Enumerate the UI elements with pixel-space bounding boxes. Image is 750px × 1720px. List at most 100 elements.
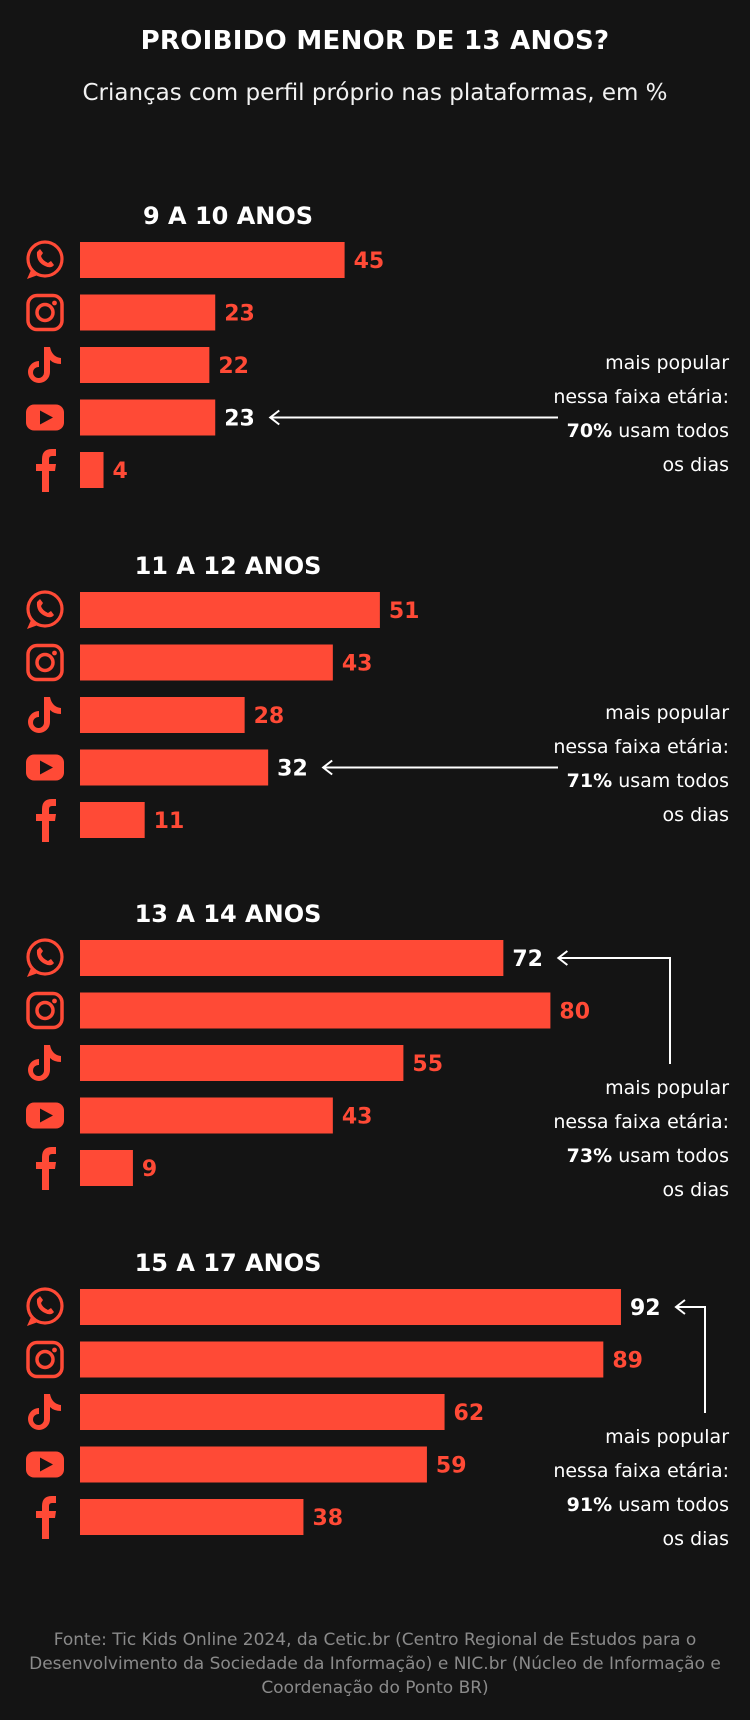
chart-subtitle: Crianças com perfil próprio nas platafor… bbox=[82, 80, 668, 106]
note-line: mais popular bbox=[605, 702, 729, 724]
value-label: 72 bbox=[512, 947, 543, 972]
value-label: 55 bbox=[412, 1052, 443, 1077]
instagram-icon bbox=[26, 293, 64, 332]
value-label: 89 bbox=[612, 1349, 643, 1374]
arrowhead bbox=[321, 759, 333, 776]
bar bbox=[80, 749, 269, 786]
whatsapp-icon bbox=[26, 938, 64, 977]
group-title: 9 A 10 ANOS bbox=[143, 202, 313, 230]
value-label: 28 bbox=[254, 704, 285, 729]
value-label: 9 bbox=[142, 1157, 157, 1182]
whatsapp-icon bbox=[26, 1287, 64, 1326]
bar bbox=[80, 1289, 621, 1325]
note-rest: usam todos bbox=[612, 1145, 729, 1167]
note-line: os dias bbox=[663, 1179, 729, 1201]
note-percent: 73% bbox=[567, 1145, 612, 1167]
bar bbox=[80, 452, 104, 488]
note-rest: usam todos bbox=[612, 420, 729, 442]
source-note: Fonte: Tic Kids Online 2024, da Cetic.br… bbox=[29, 1630, 721, 1698]
value-label: 23 bbox=[224, 302, 255, 327]
value-label: 38 bbox=[312, 1506, 343, 1531]
note-line: 91% usam todos bbox=[567, 1494, 729, 1516]
bar bbox=[80, 1097, 333, 1134]
note-line: mais popular bbox=[605, 1077, 729, 1099]
note-line: nessa faixa etária: bbox=[553, 386, 729, 408]
whatsapp-icon bbox=[26, 590, 64, 629]
bar bbox=[80, 1446, 427, 1483]
chart-title: PROIBIDO MENOR DE 13 ANOS? bbox=[140, 26, 610, 56]
note-line: nessa faixa etária: bbox=[553, 1460, 729, 1482]
note-rest: usam todos bbox=[612, 770, 729, 792]
bar bbox=[80, 1045, 404, 1081]
arrow-line bbox=[558, 957, 671, 1064]
value-label: 45 bbox=[354, 249, 385, 274]
value-label: 92 bbox=[630, 1296, 661, 1321]
bar bbox=[80, 592, 380, 628]
tiktok-icon bbox=[28, 1394, 61, 1430]
facebook-icon bbox=[36, 449, 56, 492]
tiktok-icon bbox=[28, 347, 61, 383]
value-label: 62 bbox=[454, 1401, 485, 1426]
youtube-icon bbox=[26, 754, 64, 781]
value-label: 22 bbox=[218, 354, 249, 379]
note-line: os dias bbox=[663, 804, 729, 826]
facebook-icon bbox=[36, 1147, 56, 1190]
value-label: 4 bbox=[113, 459, 128, 484]
note-line: os dias bbox=[663, 454, 729, 476]
group-title: 13 A 14 ANOS bbox=[135, 900, 322, 928]
note-rest: usam todos bbox=[612, 1494, 729, 1516]
bar bbox=[80, 347, 210, 383]
note-line: 70% usam todos bbox=[567, 420, 729, 442]
bar bbox=[80, 1499, 304, 1535]
facebook-icon bbox=[36, 799, 56, 842]
facebook-icon bbox=[36, 1496, 56, 1539]
instagram-icon bbox=[26, 643, 64, 682]
note-percent: 71% bbox=[567, 770, 612, 792]
bar bbox=[80, 940, 504, 976]
value-label: 59 bbox=[436, 1454, 467, 1479]
age-group-2: 11 A 12 ANOS 51 43 28 32 11 mais popular nessa … bbox=[26, 552, 729, 842]
youtube-icon bbox=[26, 404, 64, 431]
bar bbox=[80, 644, 333, 681]
value-label: 11 bbox=[154, 809, 185, 834]
note-percent: 70% bbox=[567, 420, 612, 442]
note-line: nessa faixa etária: bbox=[553, 1111, 729, 1133]
bar bbox=[80, 1394, 445, 1430]
arrowhead bbox=[674, 1299, 686, 1315]
instagram-icon bbox=[26, 991, 64, 1030]
arrowhead bbox=[268, 409, 280, 426]
instagram-icon bbox=[26, 1340, 64, 1379]
bar bbox=[80, 1341, 604, 1378]
group-title: 15 A 17 ANOS bbox=[135, 1249, 322, 1277]
value-label: 43 bbox=[342, 652, 373, 677]
bar bbox=[80, 294, 216, 331]
youtube-icon bbox=[26, 1102, 64, 1129]
whatsapp-icon bbox=[26, 240, 64, 279]
bar bbox=[80, 399, 216, 436]
value-label: 80 bbox=[559, 1000, 590, 1025]
note-line: os dias bbox=[663, 1528, 729, 1550]
annotation-note: mais popular nessa faixa etária: 91% usam … bbox=[553, 1426, 729, 1550]
note-line: nessa faixa etária: bbox=[553, 736, 729, 758]
value-label: 32 bbox=[277, 757, 308, 782]
note-line: mais popular bbox=[605, 1426, 729, 1448]
bar bbox=[80, 697, 245, 733]
value-label: 23 bbox=[224, 407, 255, 432]
tiktok-icon bbox=[28, 697, 61, 733]
age-group-3: 13 A 14 ANOS 72 80 55 43 9 mais popular nessa f… bbox=[26, 900, 729, 1201]
age-group-4: 15 A 17 ANOS 92 89 62 59 38 mais popular nessa … bbox=[26, 1249, 729, 1550]
annotation-note: mais popular nessa faixa etária: 73% usam … bbox=[553, 1077, 729, 1201]
note-line: 71% usam todos bbox=[567, 770, 729, 792]
bar bbox=[80, 992, 551, 1029]
tiktok-icon bbox=[28, 1045, 61, 1081]
arrow-line bbox=[675, 1306, 706, 1413]
age-group-1: 9 A 10 ANOS 45 23 22 23 4 mais popular nessa fa… bbox=[26, 202, 729, 492]
note-line: mais popular bbox=[605, 352, 729, 374]
note-percent: 91% bbox=[567, 1494, 612, 1516]
annotation-note: mais popular nessa faixa etária: 71% usam … bbox=[553, 702, 729, 826]
annotation-note: mais popular nessa faixa etária: 70% usam … bbox=[553, 352, 729, 476]
youtube-icon bbox=[26, 1451, 64, 1478]
arrowhead bbox=[556, 950, 568, 966]
bar bbox=[80, 802, 145, 838]
